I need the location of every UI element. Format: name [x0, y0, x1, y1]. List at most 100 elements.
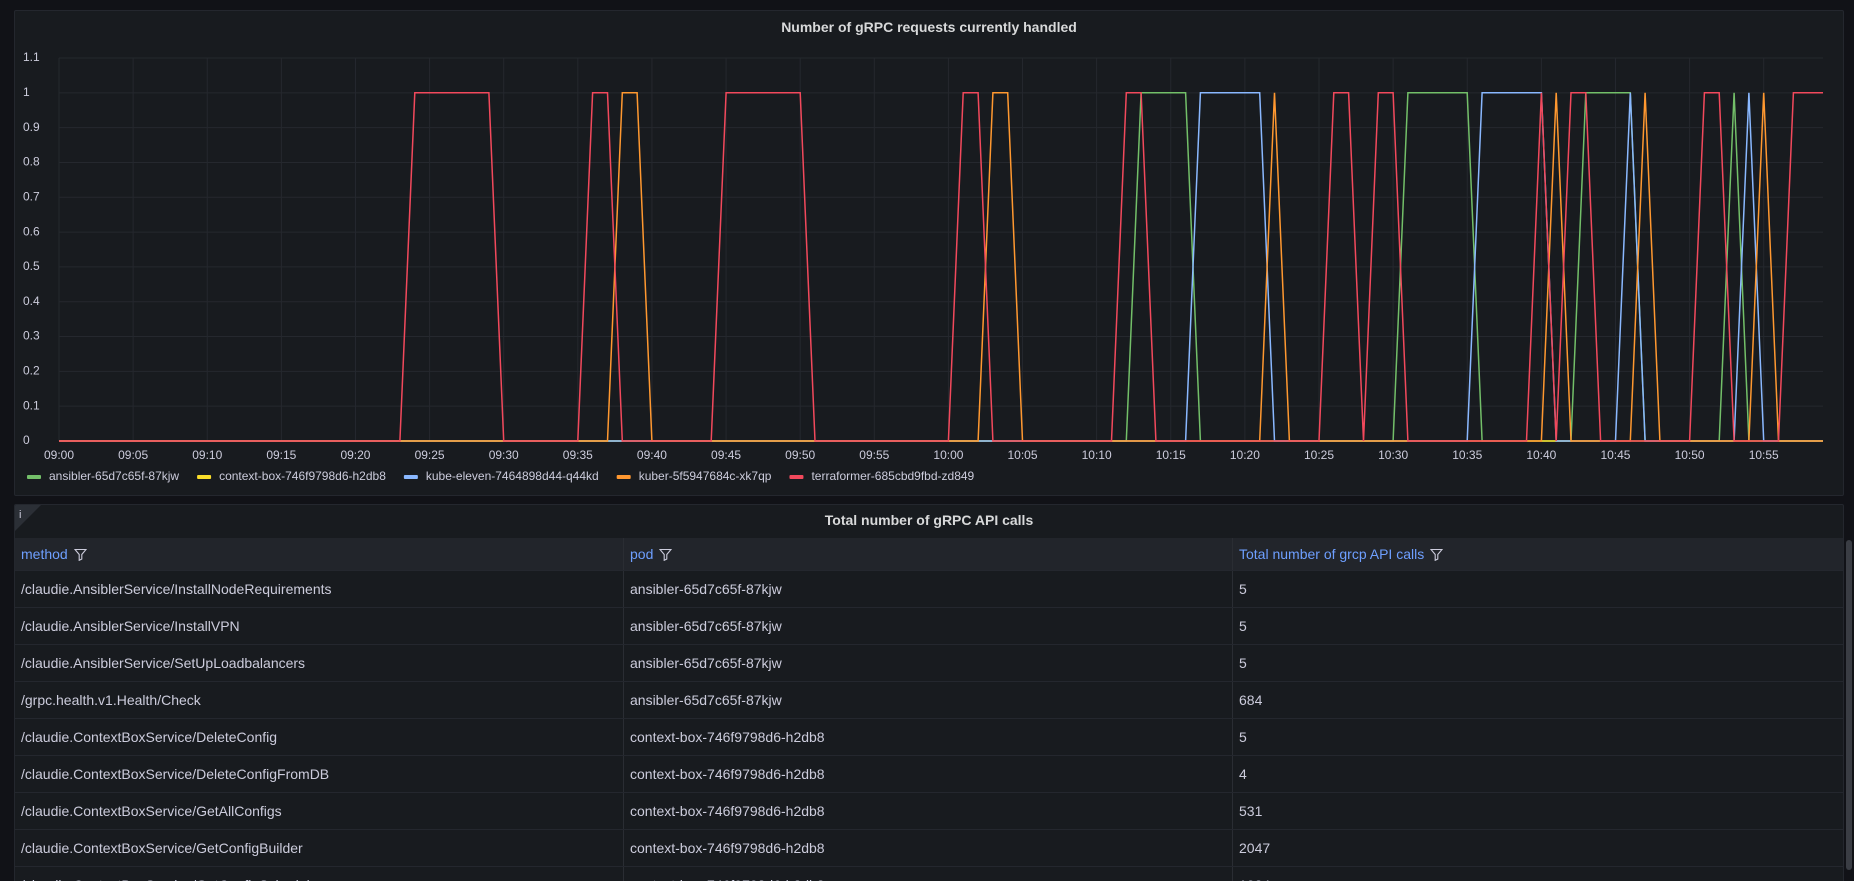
corner: [15, 505, 41, 531]
table-row: /claudie.ContextBoxService/GetConfigSche…: [15, 867, 1843, 881]
legend-swatch: [197, 475, 212, 479]
table-row: /claudie.AnsiblerService/InstallNodeRequ…: [15, 571, 1843, 608]
chart: 0 0.1 0.2 0.3 0.4 0.5 0.6 0.7 0.8 0.9 1 1.1 09:00 09:…: [23, 50, 1823, 483]
x-tick-label: 10:45: [1600, 448, 1630, 462]
table: method pod Total number of grcp API calls /…: [15, 538, 1843, 881]
filter-icon[interactable]: [1430, 548, 1444, 561]
y-tick-label: 0.2: [23, 364, 40, 378]
legend-label: terraformer-685cbd9fbd-zd849: [811, 469, 974, 483]
legend-item[interactable]: kuber-5f5947684c-xk7qp: [616, 469, 772, 483]
y-tick-label: 0.1: [23, 398, 40, 412]
y-tick-label: 0.6: [23, 224, 40, 238]
table-cell: /claudie.ContextBoxService/DeleteConfigF…: [15, 756, 624, 792]
table-cell: context-box-746f9798d6-h2db8: [624, 867, 1233, 881]
table-cell: /claudie.ContextBoxService/GetConfigBuil…: [15, 830, 624, 866]
x-tick-label: 10:50: [1675, 448, 1705, 462]
x-tick-label: 10:25: [1304, 448, 1334, 462]
x-tick-label: 09:35: [563, 448, 593, 462]
y-tick-label: 0.5: [23, 259, 40, 273]
table-row: /grpc.health.v1.Health/Check ansibler-65d…: [15, 682, 1843, 719]
y-tick-label: 0.9: [23, 120, 40, 134]
table-cell: 684: [1239, 692, 1263, 708]
table-cell: ansibler-65d7c65f-87kjw: [624, 682, 1233, 718]
x-tick-label: 09:25: [415, 448, 445, 462]
table-cell: ansibler-65d7c65f-87kjw: [624, 608, 1233, 644]
chart-panel: Number of gRPC requests currently handle…: [14, 10, 1844, 496]
table-cell: /grpc.health.v1.Health/Check: [15, 682, 624, 718]
header-cell[interactable]: pod: [624, 538, 1233, 570]
table-row: /claudie.AnsiblerService/InstallVPN ansib…: [15, 608, 1843, 645]
header-cell[interactable]: Total number of grcp API calls: [1233, 538, 1843, 570]
table-cell: /claudie.ContextBoxService/GetConfigSche…: [15, 867, 624, 881]
column-header: method: [21, 546, 68, 562]
table-cell: 4: [1239, 766, 1247, 782]
x-tick-label: 10:05: [1008, 448, 1038, 462]
table-cell: /claudie.ContextBoxService/GetAllConfigs: [15, 793, 624, 829]
legend-item[interactable]: terraformer-685cbd9fbd-zd849: [789, 469, 975, 483]
table-cell: context-box-746f9798d6-h2db8: [624, 719, 1233, 755]
x-tick-label: 10:15: [1156, 448, 1186, 462]
y-tick-label: 0.8: [23, 155, 40, 169]
x-tick-label: 10:30: [1378, 448, 1408, 462]
series-line: [59, 92, 1823, 442]
x-tick-label: 10:20: [1230, 448, 1260, 462]
filter-icon[interactable]: [73, 548, 87, 561]
table-cell: 5: [1239, 618, 1247, 634]
legend-label: context-box-746f9798d6-h2db8: [219, 469, 386, 483]
table-cell: ansibler-65d7c65f-87kjw: [624, 571, 1233, 607]
table-row: /claudie.ContextBoxService/DeleteConfigF…: [15, 756, 1843, 793]
table-cell: /claudie.AnsiblerService/InstallVPN: [15, 608, 624, 644]
table-cell: 1024: [1233, 867, 1843, 881]
table-cell: /claudie.ContextBoxService/DeleteConfig: [15, 719, 624, 755]
table-cell: 5: [1239, 729, 1247, 745]
table-row: /claudie.ContextBoxService/GetConfigBuil…: [15, 830, 1843, 867]
table-cell: context-box-746f9798d6-h2db8: [624, 756, 1233, 792]
table-cell: /claudie.AnsiblerService/InstallNodeRequ…: [15, 571, 624, 607]
header-cell[interactable]: method: [15, 538, 624, 570]
scrollbar[interactable]: [1846, 540, 1852, 870]
legend-item[interactable]: context-box-746f9798d6-h2db8: [197, 469, 386, 483]
series-line: [59, 92, 1823, 442]
table-panel: i Total number of gRPC API calls method p…: [14, 504, 1844, 881]
table-row: /claudie.AnsiblerService/SetUpLoadbalanc…: [15, 645, 1843, 682]
info-icon[interactable]: i: [19, 509, 22, 521]
legend-swatch: [789, 475, 804, 479]
x-tick-label: 10:40: [1526, 448, 1556, 462]
table-row: /claudie.ContextBoxService/DeleteConfig c…: [15, 719, 1843, 756]
x-tick-label: 09:05: [118, 448, 148, 462]
legend-label: kube-eleven-7464898d44-q44kd: [426, 469, 599, 483]
legend-swatch: [403, 475, 418, 479]
panel-title: Number of gRPC requests currently handle…: [781, 19, 1077, 35]
x-tick-label: 10:35: [1452, 448, 1482, 462]
y-tick-label: 1.1: [23, 50, 40, 64]
column-header: Total number of grcp API calls: [1239, 546, 1425, 562]
table-cell: 2047: [1239, 840, 1271, 856]
legend-swatch: [616, 475, 631, 479]
x-tick-label: 10:10: [1082, 448, 1112, 462]
legend-item[interactable]: kube-eleven-7464898d44-q44kd: [403, 469, 599, 483]
table-cell: 5: [1239, 581, 1247, 597]
y-tick-label: 0.7: [23, 189, 40, 203]
table-cell: context-box-746f9798d6-h2db8: [624, 793, 1233, 829]
table-cell: /claudie.AnsiblerService/SetUpLoadbalanc…: [15, 645, 624, 681]
table-cell: ansibler-65d7c65f-87kjw: [624, 645, 1233, 681]
legend-item[interactable]: ansibler-65d7c65f-87kjw: [27, 469, 179, 483]
table-cell: 5: [1239, 655, 1247, 671]
table-cell: context-box-746f9798d6-h2db8: [624, 830, 1233, 866]
column-header: pod: [630, 546, 654, 562]
y-tick-label: 1: [23, 85, 30, 99]
x-tick-label: 09:40: [637, 448, 667, 462]
x-tick-label: 10:00: [933, 448, 963, 462]
x-tick-label: 09:10: [192, 448, 222, 462]
x-tick-label: 09:50: [785, 448, 815, 462]
legend-label: kuber-5f5947684c-xk7qp: [639, 469, 772, 483]
x-tick-label: 09:20: [340, 448, 370, 462]
y-tick-label: 0.4: [23, 294, 40, 308]
legend-label: ansibler-65d7c65f-87kjw: [49, 469, 179, 483]
header-row: method pod Total number of grcp API calls: [15, 538, 1843, 571]
x-tick-label: 10:55: [1749, 448, 1779, 462]
x-tick-label: 09:55: [859, 448, 889, 462]
y-tick-label: 0.3: [23, 329, 40, 343]
filter-icon[interactable]: [659, 548, 673, 561]
